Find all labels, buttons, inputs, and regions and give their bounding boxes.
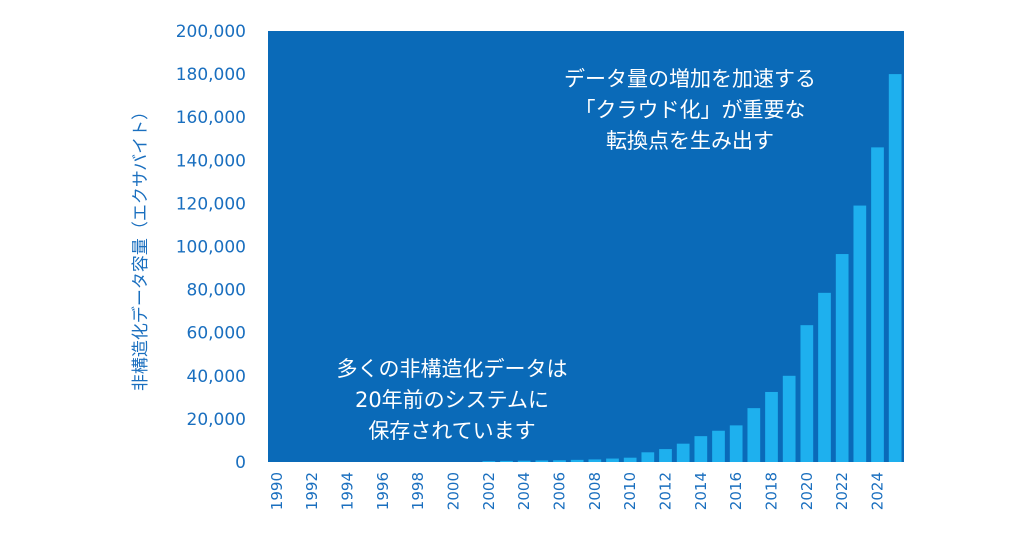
y-tick-label: 0 [235, 453, 246, 473]
annotation-line: データ量の増加を加速する [564, 67, 816, 91]
x-tick-label: 2004 [515, 472, 533, 510]
x-tick-label: 2000 [445, 472, 463, 510]
annotation-1: データ量の増加を加速する「クラウド化」が重要な転換点を生み出す [564, 67, 816, 153]
bar-2007 [570, 459, 584, 463]
x-tick-label: 2010 [621, 472, 639, 510]
bar-2002 [482, 461, 496, 462]
bar-2022 [835, 254, 849, 462]
bar-2014 [694, 436, 708, 462]
y-tick-label: 40,000 [187, 367, 246, 387]
x-tick-label: 1998 [409, 472, 427, 510]
bar-2011 [641, 452, 655, 462]
plot-area [268, 31, 904, 462]
bar-2013 [676, 443, 690, 462]
bar-2015 [712, 430, 725, 462]
y-tick-label: 80,000 [187, 281, 246, 301]
bar-2006 [553, 460, 566, 462]
bar-2012 [659, 449, 672, 462]
bar-2008 [588, 459, 602, 462]
bar-2004 [517, 460, 531, 462]
y-tick-label: 140,000 [176, 151, 246, 171]
annotations: データ量の増加を加速する「クラウド化」が重要な転換点を生み出す多くの非構造化デー… [337, 67, 817, 443]
y-tick-label: 20,000 [187, 410, 246, 430]
x-tick-label: 1996 [374, 472, 392, 510]
y-axis-ticks: 0 20,000 40,000 60,000 80,000 100,000 120,000 1… [176, 22, 246, 473]
bar-2021 [818, 292, 831, 462]
bar-2003 [500, 460, 513, 462]
bar-2010 [623, 457, 637, 462]
x-tick-label: 1994 [339, 472, 357, 510]
y-tick-label: 160,000 [176, 108, 246, 128]
x-tick-label: 2018 [763, 472, 781, 510]
y-tick-label: 60,000 [187, 324, 246, 344]
bar-2018 [765, 391, 778, 462]
x-tick-label: 1992 [303, 472, 321, 510]
bar-2005 [535, 460, 549, 462]
bar-2019 [782, 375, 796, 462]
y-tick-label: 200,000 [176, 22, 246, 42]
x-tick-label: 2006 [551, 472, 569, 510]
x-tick-label: 2012 [657, 472, 675, 510]
annotation-line: 保存されています [368, 419, 535, 443]
x-tick-label: 1990 [268, 472, 286, 510]
annotation-line: 「クラウド化」が重要な [575, 98, 806, 122]
bar-2016 [729, 425, 743, 463]
bar-2024 [871, 147, 884, 462]
y-tick-label: 100,000 [176, 238, 246, 258]
x-tick-label: 2008 [586, 472, 604, 510]
annotation-line: 多くの非構造化データは [337, 357, 568, 381]
x-tick-label: 2016 [727, 472, 745, 510]
x-tick-label: 2024 [869, 472, 887, 510]
bar-2009 [606, 458, 619, 462]
x-axis-ticks: 1990 1992 1994 1996 1998 2000 2002 2004 2006 2008… [268, 472, 887, 510]
x-tick-label: 2020 [798, 472, 816, 510]
bar-2025 [888, 74, 902, 462]
y-axis-title: 非構造化データ容量（エクサバイト） [130, 103, 151, 391]
bar-2023 [853, 205, 867, 462]
annotation-line: 転換点を生み出す [606, 129, 774, 153]
x-tick-label: 2002 [480, 472, 498, 510]
bars-group [482, 74, 902, 463]
x-tick-label: 2014 [692, 472, 710, 510]
y-tick-label: 120,000 [176, 194, 246, 214]
y-tick-label: 180,000 [176, 65, 246, 85]
bar-2020 [800, 325, 814, 462]
annotation-2: 多くの非構造化データは 20年前のシステムに保存されています [337, 357, 568, 443]
x-tick-label: 2022 [833, 472, 851, 510]
annotation-line: 20年前のシステムに [355, 388, 549, 412]
bar-2017 [747, 408, 761, 463]
